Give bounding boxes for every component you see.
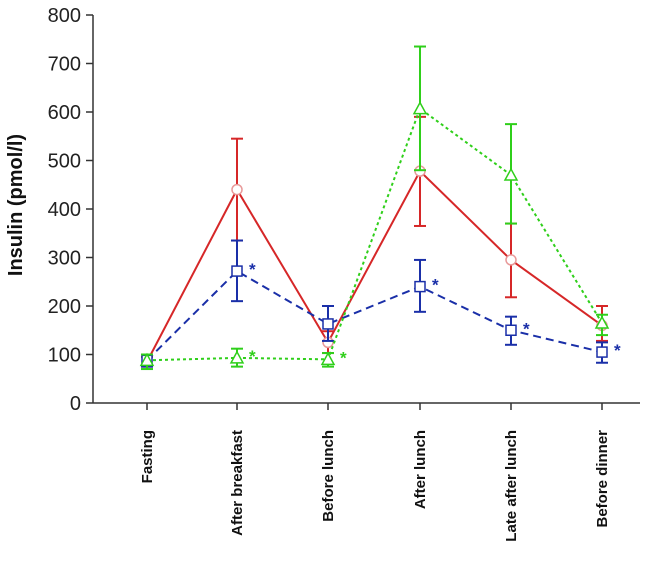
series-line-red: [146, 169, 603, 363]
series-blue: * * * *: [141, 239, 621, 368]
y-tick-label: 500: [48, 151, 81, 173]
data-point: [229, 350, 245, 364]
y-tick-label: 800: [48, 5, 81, 27]
y-tick-label: 400: [48, 199, 81, 221]
data-point: [412, 101, 428, 115]
x-tick-label: Before dinner: [594, 430, 611, 528]
y-tick-label: 300: [48, 248, 81, 270]
significance-star: *: [523, 319, 530, 338]
data-point: [503, 167, 519, 181]
data-point: [505, 324, 517, 336]
significance-star: *: [340, 348, 347, 367]
x-tick-label: After lunch: [412, 430, 429, 509]
series-line-blue: [146, 269, 603, 362]
series-layer: ***** *: [139, 45, 621, 371]
y-tick-label: 700: [48, 54, 81, 76]
y-tick-label: 100: [48, 345, 81, 367]
x-tick-label: After breakfast: [229, 430, 246, 536]
x-tick-label: Late after lunch: [503, 430, 520, 542]
series-red: [141, 115, 608, 368]
significance-star: *: [432, 276, 439, 295]
data-point: [231, 183, 243, 196]
x-axis: Fasting After breakfast Before lunch After …: [93, 402, 640, 542]
data-point: [505, 254, 517, 266]
y-tick-label: 200: [48, 296, 81, 318]
significance-star: *: [249, 347, 256, 366]
y-axis-title: Insulin (pmol/l): [5, 134, 27, 276]
y-tick-label: 0: [70, 393, 81, 415]
data-point: [139, 352, 155, 367]
y-axis: 0 100 200 300 400 500 600 700 800: [48, 5, 94, 415]
data-point: [320, 351, 336, 366]
data-point: [322, 318, 334, 330]
data-point: [596, 346, 608, 358]
series-line-green: [146, 107, 603, 362]
significance-star: *: [249, 260, 256, 279]
data-point: [231, 265, 243, 277]
data-point: [594, 315, 610, 329]
x-tick-label: Before lunch: [320, 430, 337, 522]
y-tick-label: 600: [48, 102, 81, 124]
significance-star: *: [614, 341, 621, 360]
x-tick-label: Fasting: [139, 430, 156, 483]
series-green: * *: [139, 45, 610, 371]
data-point: [414, 280, 426, 293]
